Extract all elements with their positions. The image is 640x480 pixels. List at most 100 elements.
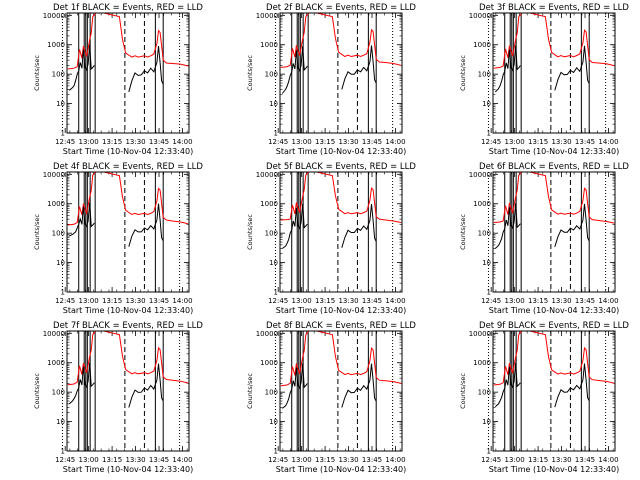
x-tick-label: 13:45	[362, 456, 382, 464]
x-tick-label: 12:45	[55, 297, 75, 305]
y-tick-label: 1000	[47, 359, 65, 367]
y-tick-label: 100	[265, 389, 278, 397]
y-tick-label: 10000	[43, 330, 65, 338]
x-tick-label: 13:30	[125, 297, 145, 305]
detector-panel-6: Det 6f BLACK = Events, RED = LLD Counts/s…	[459, 162, 629, 315]
panel-curves	[280, 172, 402, 249]
lld-series-line	[280, 331, 402, 387]
x-tick-label: 13:15	[528, 456, 548, 464]
y-axis-label: Counts/sec	[246, 55, 254, 91]
y-tick-label: 100	[265, 230, 278, 238]
lld-series-line	[67, 172, 189, 226]
x-tick-label: 14:00	[598, 297, 618, 305]
x-tick-label: 13:00	[292, 297, 312, 305]
x-tick-label: 13:45	[149, 456, 169, 464]
panel-title: Det 8f BLACK = Events, RED = LLD	[266, 321, 416, 331]
x-axis-label: Start Time (10-Nov-04 12:33:40)	[63, 465, 193, 474]
y-tick-label: 100	[478, 230, 491, 238]
y-tick-label: 1000	[473, 200, 491, 208]
plot-frame	[492, 171, 616, 293]
y-tick-label: 1	[487, 448, 491, 456]
x-tick-label: 13:00	[79, 138, 99, 146]
panel-title: Det 5f BLACK = Events, RED = LLD	[266, 162, 416, 172]
y-tick-label: 10	[56, 100, 65, 108]
x-tick-label: 13:45	[149, 297, 169, 305]
events-series-line	[494, 203, 521, 249]
y-tick-label: 10	[482, 259, 491, 267]
y-tick-label: 1000	[260, 41, 278, 49]
x-tick-label: 13:00	[79, 297, 99, 305]
x-tick-label: 13:15	[315, 138, 335, 146]
x-tick-label: 13:15	[528, 297, 548, 305]
y-tick-label: 1	[274, 130, 278, 138]
events-series-line	[128, 363, 164, 408]
detector-panel-2: Det 2f BLACK = Events, RED = LLD Counts/s…	[246, 3, 416, 156]
y-tick-label: 10000	[43, 171, 65, 179]
x-tick-label: 13:30	[125, 138, 145, 146]
y-tick-label: 1	[61, 289, 65, 297]
events-series-line	[281, 363, 308, 409]
x-tick-label: 13:15	[102, 297, 122, 305]
panel-curves	[493, 331, 615, 408]
lld-series-line	[493, 331, 615, 386]
panel-curves	[67, 172, 189, 247]
events-series-line	[554, 45, 590, 91]
x-tick-label: 13:45	[575, 456, 595, 464]
x-tick-label: 13:00	[505, 138, 525, 146]
lld-series-line	[493, 172, 615, 224]
panel-title: Det 4f BLACK = Events, RED = LLD	[53, 162, 203, 172]
y-tick-label: 1000	[473, 41, 491, 49]
y-tick-label: 1	[274, 448, 278, 456]
y-axis-label: Counts/sec	[246, 214, 254, 250]
y-tick-label: 10	[482, 418, 491, 426]
x-tick-label: 14:00	[598, 456, 618, 464]
plot-frame	[279, 330, 403, 452]
x-tick-label: 13:15	[315, 456, 335, 464]
x-tick-label: 12:45	[268, 297, 288, 305]
events-series-line	[341, 45, 377, 90]
x-axis-label: Start Time (10-Nov-04 12:33:40)	[489, 147, 619, 156]
y-tick-label: 1	[61, 448, 65, 456]
panel-curves	[493, 13, 615, 93]
plot-frame	[66, 330, 190, 452]
y-axis-label: Counts/sec	[459, 55, 467, 91]
panel-curves	[280, 331, 402, 409]
y-tick-label: 10000	[256, 330, 278, 338]
x-tick-label: 13:30	[551, 297, 571, 305]
y-tick-label: 10	[482, 100, 491, 108]
y-tick-label: 100	[52, 71, 65, 79]
lld-series-line	[67, 13, 189, 70]
y-axis-label: Counts/sec	[459, 214, 467, 250]
x-tick-label: 12:45	[481, 297, 501, 305]
x-axis-label: Start Time (10-Nov-04 12:33:40)	[63, 306, 193, 315]
y-tick-label: 1000	[47, 41, 65, 49]
x-tick-label: 13:15	[102, 138, 122, 146]
y-tick-label: 1000	[260, 359, 278, 367]
y-tick-label: 10000	[256, 12, 278, 20]
x-tick-label: 14:00	[172, 456, 192, 464]
events-series-line	[128, 46, 164, 93]
panel-curves	[280, 13, 402, 94]
panel-title: Det 1f BLACK = Events, RED = LLD	[53, 3, 203, 13]
events-series-line	[554, 363, 590, 408]
plot-frame	[279, 12, 403, 134]
y-tick-label: 1	[61, 130, 65, 138]
x-tick-label: 14:00	[385, 297, 405, 305]
lld-series-line	[280, 172, 402, 223]
panel-title: Det 6f BLACK = Events, RED = LLD	[479, 162, 629, 172]
plot-frame	[279, 171, 403, 293]
detector-panel-1: Det 1f BLACK = Events, RED = LLD Counts/s…	[33, 3, 203, 156]
y-tick-label: 1	[487, 289, 491, 297]
lld-series-line	[493, 13, 615, 69]
x-tick-label: 14:00	[172, 297, 192, 305]
events-series-line	[494, 362, 521, 408]
x-tick-label: 13:45	[362, 138, 382, 146]
y-tick-label: 10000	[469, 171, 491, 179]
events-series-line	[341, 363, 377, 408]
y-tick-label: 100	[478, 389, 491, 397]
detector-panel-4: Det 4f BLACK = Events, RED = LLD Counts/s…	[33, 162, 203, 315]
events-series-line	[68, 362, 95, 405]
x-tick-label: 13:15	[528, 138, 548, 146]
x-tick-label: 13:00	[505, 456, 525, 464]
